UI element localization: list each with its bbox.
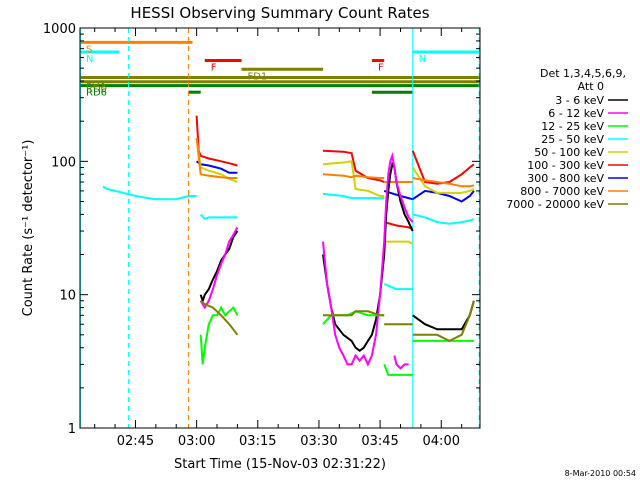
series-line-2	[384, 240, 414, 245]
x-tick-label: 03:45	[361, 434, 398, 449]
flag-label: RD0	[86, 84, 107, 95]
legend-header: Det 1,3,4,5,6,9,	[540, 67, 626, 80]
flag-label: RD6	[86, 88, 107, 99]
series-line-2	[322, 160, 385, 197]
series-line-0	[411, 150, 475, 185]
x-tick-label: 02:45	[117, 434, 154, 449]
flag-label: N	[419, 54, 426, 65]
series-line-4	[412, 213, 475, 225]
series-line-6	[393, 355, 409, 370]
legend-entry-label: 6 - 12 keV	[548, 107, 604, 120]
series-line-2	[411, 166, 475, 194]
series-line-4	[102, 185, 197, 201]
series-line-8	[323, 310, 385, 317]
series-line-7	[199, 305, 239, 365]
x-tick-label: 03:15	[239, 434, 276, 449]
legend-entry-label: 800 - 7000 keV	[520, 185, 604, 198]
flag-bars	[80, 40, 480, 94]
legend-entry-label: 300 - 800 keV	[527, 172, 604, 185]
series-line-3	[322, 173, 385, 179]
series-line-3	[412, 177, 475, 188]
y-tick-label: 100	[51, 155, 76, 170]
series-line-1	[412, 189, 475, 203]
x-tick-label: 04:00	[423, 434, 460, 449]
legend-entry-label: 7000 - 20000 keV	[506, 198, 604, 211]
legend-entry-label: 50 - 100 keV	[534, 146, 604, 159]
series-line-6	[322, 151, 414, 367]
flag-label: F	[378, 63, 384, 74]
series-line-3	[195, 137, 238, 179]
x-tick-label: 03:30	[300, 434, 337, 449]
plot-frame	[79, 27, 481, 429]
y-tick-label: 1	[68, 422, 76, 437]
series-line-7	[383, 364, 413, 376]
y-tick-label: 1000	[43, 22, 76, 37]
x-tick-label: 03:00	[178, 434, 215, 449]
series-line-4	[322, 192, 385, 200]
flag-label: N	[86, 54, 93, 65]
flag-label: FD1	[247, 71, 267, 82]
flag-label: F	[211, 63, 217, 74]
series-lines	[102, 115, 475, 376]
series-line-0	[322, 149, 385, 183]
chart-title: HESSI Observing Summary Count Rates	[130, 4, 429, 22]
legend-entry-label: 12 - 25 keV	[541, 120, 604, 133]
series-line-4	[199, 213, 238, 221]
y-tick-label: 10	[59, 289, 76, 304]
date-stamp: 8-Mar-2010 00:54	[565, 469, 636, 478]
y-axis-label: Count Rate (s⁻¹ detector⁻¹)	[21, 140, 36, 317]
flag-label: FD3	[86, 80, 106, 91]
x-axis: 02:45 03:00 03:15 03:30 03:45 04:00	[94, 28, 463, 449]
series-line-0	[195, 115, 238, 167]
attenuator-lines	[79, 28, 480, 428]
series-line-4	[383, 283, 413, 291]
legend-entry-label: 100 - 300 keV	[527, 159, 604, 172]
y-axis: 1 10 100 1000	[43, 22, 480, 437]
x-axis-label: Start Time (15-Nov-03 02:31:22)	[174, 457, 386, 472]
legend-entry-label: 25 - 50 keV	[541, 133, 604, 146]
legend-header: Att 0	[578, 80, 604, 93]
legend-entry-label: 3 - 6 keV	[555, 94, 604, 107]
series-line-8	[412, 300, 475, 343]
series-line-8	[200, 300, 239, 336]
series-line-5	[199, 230, 239, 304]
series-line-1	[383, 189, 413, 201]
flag-label: S	[86, 44, 92, 55]
